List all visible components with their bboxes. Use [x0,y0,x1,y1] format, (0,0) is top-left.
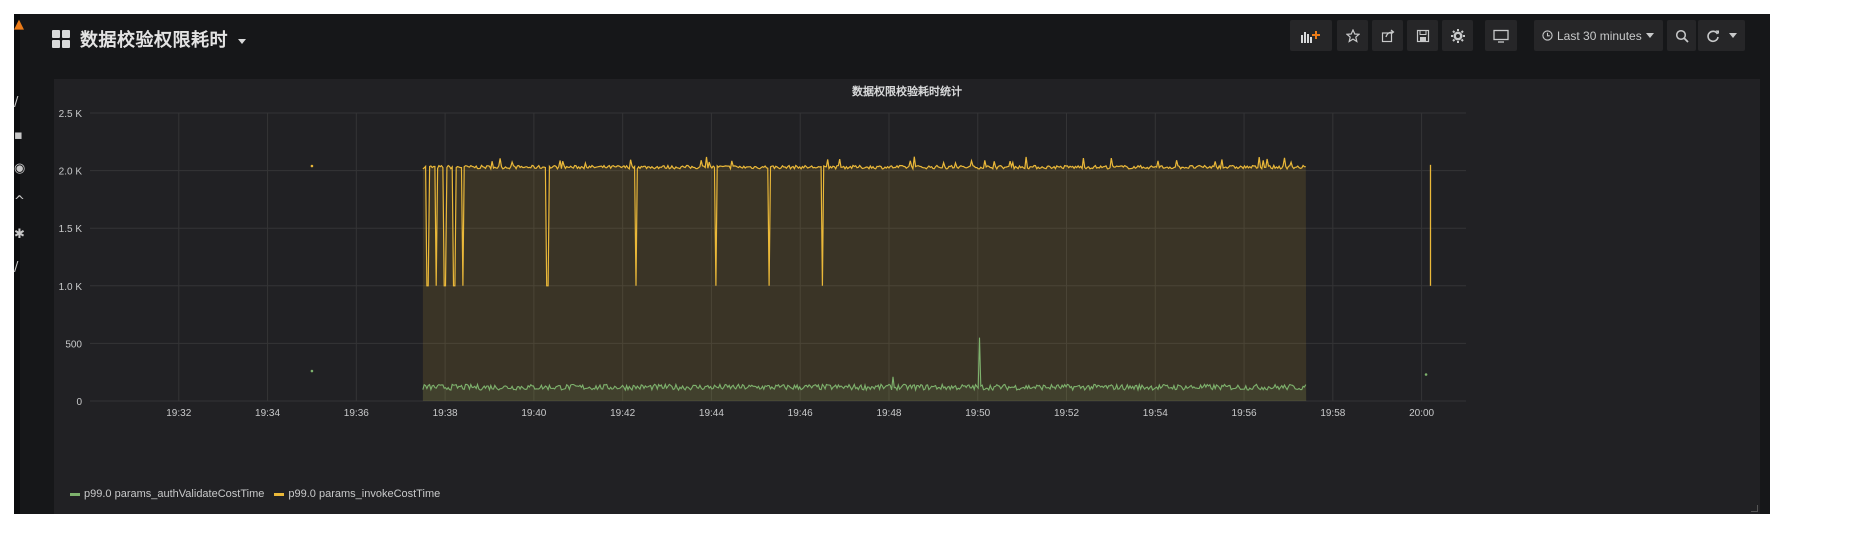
x-tick-label: 19:40 [521,408,546,419]
admin-nav-icon[interactable]: / [14,260,19,275]
dashboards-nav-icon[interactable]: ▪ [14,128,23,143]
invoke-series-line [422,156,1306,287]
invoke-series-point [310,164,314,168]
x-tick-label: 19:50 [965,408,990,419]
settings-button[interactable] [1442,20,1473,51]
y-tick-label: 1.5 K [59,224,83,235]
refresh-icon [1707,29,1719,42]
legend-item-invoke[interactable]: p99.0 params_invokeCostTime [274,488,440,500]
y-tick-label: 0 [76,397,82,408]
save-icon [1416,29,1429,42]
invoke-series-area [422,156,1307,401]
y-tick-label: 2.0 K [59,167,83,178]
x-tick-label: 19:36 [344,408,369,419]
tv-mode-icon [1493,29,1509,43]
refresh-button[interactable] [1698,20,1745,51]
time-range-label: Last 30 minutes [1557,28,1642,43]
dashboard-title-picker[interactable]: 数据校验权限耗时 [52,27,246,51]
panel-title[interactable]: 数据权限校验耗时统计 [852,85,962,98]
apps-grid-icon [52,30,70,48]
chevron-down-icon [238,38,246,44]
save-button[interactable] [1407,20,1438,51]
zoom-out-button[interactable] [1667,20,1696,51]
x-tick-label: 19:52 [1054,408,1079,419]
tv-mode-button[interactable] [1485,20,1517,51]
y-tick-label: 500 [65,339,82,350]
legend-swatch [70,492,80,496]
x-tick-label: 19:46 [788,408,813,419]
y-tick-label: 1.0 K [59,282,83,293]
legend-swatch [274,492,285,496]
search-nav-icon[interactable]: / [14,95,19,110]
star-icon [1345,28,1360,43]
auth-series-line [422,337,1307,392]
x-tick-label: 19:54 [1143,408,1168,419]
zoom-out-icon [1675,29,1689,43]
x-tick-label: 19:58 [1320,408,1345,419]
add-panel-icon [1301,30,1320,43]
x-tick-label: 19:34 [255,408,280,419]
legend-item-auth-validate[interactable]: p99.0 params_authValidateCostTime [70,488,264,500]
auth-series-point [310,369,314,373]
x-tick-label: 20:00 [1409,408,1434,419]
config-nav-icon[interactable]: ✱ [14,227,25,242]
chart-legend: p99.0 params_authValidateCostTime p99.0 … [70,486,440,502]
x-tick-label: 19:44 [699,408,724,419]
auth-series-point [1424,373,1428,376]
x-tick-label: 19:32 [166,408,191,419]
dashboard-navbar: 数据校验权限耗时 [14,14,1770,68]
panel-resize-handle[interactable] [1751,505,1758,512]
star-button[interactable] [1337,20,1368,51]
alerting-nav-icon[interactable]: ^ [14,194,25,209]
explore-nav-icon[interactable]: ◉ [14,161,26,176]
settings-gear-icon [1450,28,1465,43]
share-icon [1381,29,1394,42]
grafana-app: ▲ / ▪ ◉ ^ ✱ / 数据校验权限耗时 [14,14,1770,514]
dashboard-title: 数据校验权限耗时 [80,30,228,51]
time-range-picker[interactable]: Last 30 minutes [1534,20,1663,51]
chevron-down-icon [1645,33,1654,38]
add-panel-button[interactable] [1290,20,1332,51]
legend-label: p99.0 params_invokeCostTime [288,488,441,500]
x-tick-label: 19:56 [1232,408,1257,419]
line-chart[interactable]: 0 500 1.0 K 1.5 K 2.0 K 2.5 K 19:32 19:34 19:36 1… [54,79,1760,479]
share-button[interactable] [1372,20,1403,51]
x-tick-label: 19:48 [876,408,901,419]
clock-icon [1542,30,1553,41]
y-tick-label: 2.5 K [59,109,83,120]
side-menu: ▲ / ▪ ◉ ^ ✱ / [14,14,26,514]
grafana-logo-icon[interactable]: ▲ [14,17,24,32]
x-tick-label: 19:38 [433,408,458,419]
chevron-down-icon [1729,33,1737,38]
graph-panel: 数据权限校验耗时统计 0 500 1.0 K 1.5 K 2.0 K 2.5 K 19:32… [54,79,1760,514]
x-tick-label: 19:42 [610,408,635,419]
legend-label: p99.0 params_authValidateCostTime [84,488,265,500]
